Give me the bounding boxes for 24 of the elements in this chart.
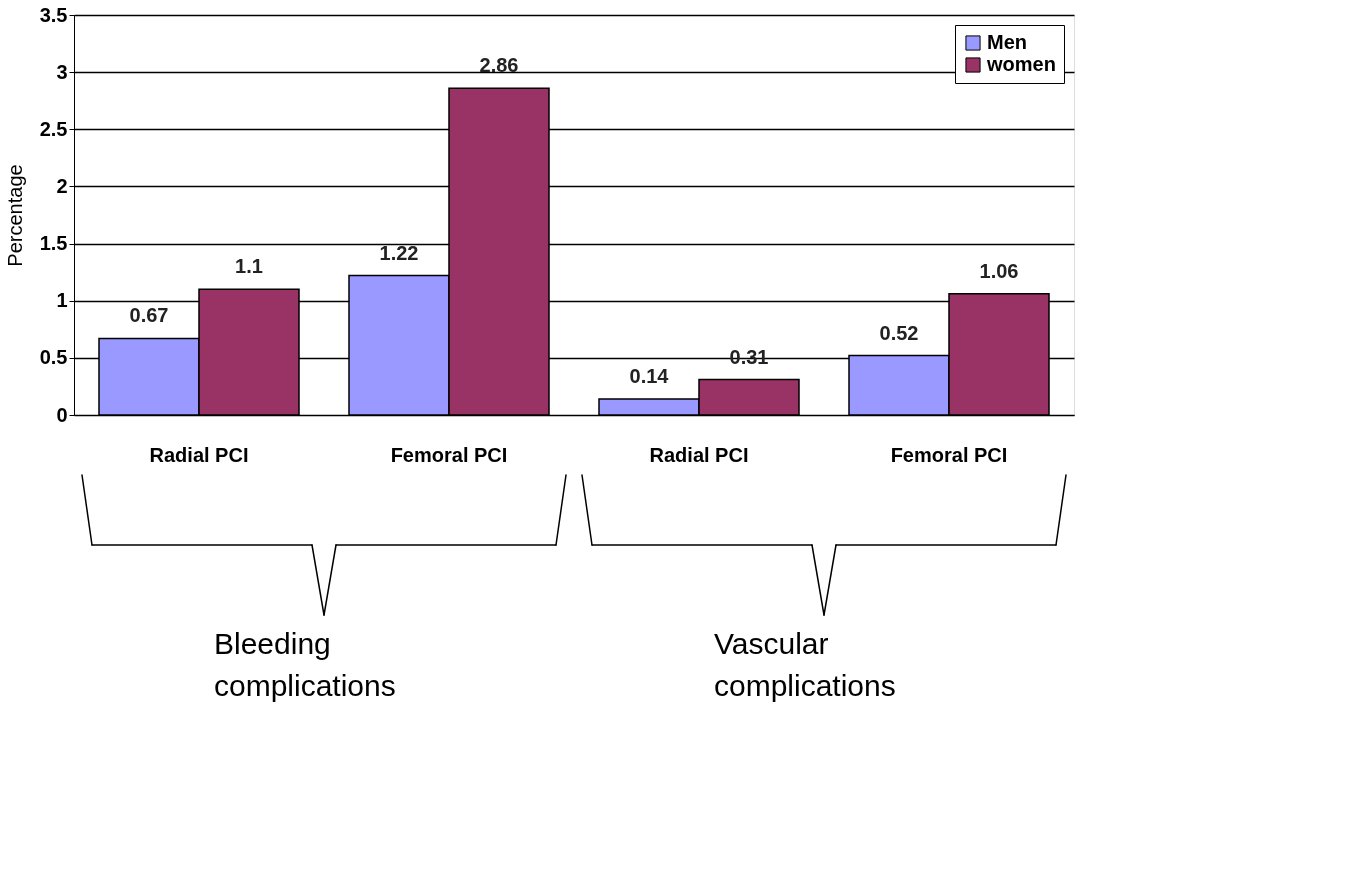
text: Vascular complications <box>714 627 896 702</box>
data-label: 0.52 <box>879 321 919 344</box>
x-tick-label: Radial PCI <box>149 443 249 466</box>
text: Bleeding complications <box>214 627 396 702</box>
y-tick-label: 1 <box>56 289 68 312</box>
data-label: 1.1 <box>235 255 263 278</box>
data-label: 2.86 <box>479 54 519 77</box>
y-tick-label: 1.5 <box>39 232 68 255</box>
y-axis-title: Percentage <box>3 164 26 267</box>
y-tick-label: 0.5 <box>39 346 68 369</box>
data-label: 1.06 <box>979 259 1019 282</box>
y-tick-label: 2 <box>56 174 68 197</box>
x-tick-label: Femoral PCI <box>890 443 1008 466</box>
legend-label: Men <box>987 31 1027 53</box>
x-tick-label: Radial PCI <box>649 443 749 466</box>
y-tick-label: 3 <box>56 60 68 83</box>
data-label: 1.22 <box>379 241 419 264</box>
data-label: 0.67 <box>129 304 169 327</box>
x-tick-label: Femoral PCI <box>390 443 508 466</box>
y-tick-label: 0 <box>56 403 68 426</box>
y-tick-label: 2.5 <box>39 117 68 140</box>
y-tick-label: 3.5 <box>39 3 68 26</box>
data-label: 0.14 <box>629 365 670 387</box>
legend-label: women <box>986 53 1056 75</box>
